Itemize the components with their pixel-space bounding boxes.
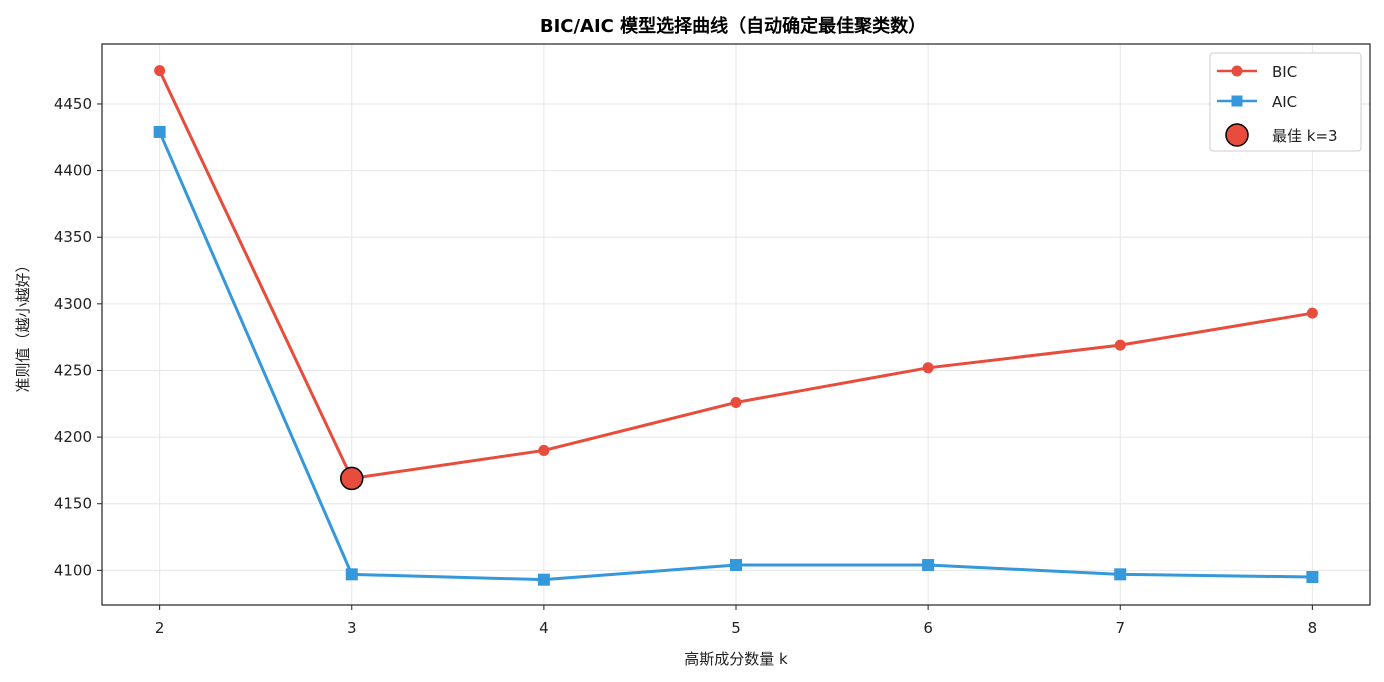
legend-bic-label: BIC [1272,63,1297,81]
y-tick-label: 4450 [54,95,92,113]
x-tick-label: 8 [1308,619,1318,637]
bic-point [1306,307,1318,319]
x-tick-label: 5 [731,619,741,637]
tick-layer: 2 3 4 5 6 7 8 4100 4150 4200 4250 4300 4350 4400 4450 [54,95,1317,637]
y-axis-title: 准则值（越小越好） [14,257,32,392]
y-tick-label: 4400 [54,162,92,180]
x-tick-label: 4 [539,619,549,637]
chart-title: BIC/AIC 模型选择曲线（自动确定最佳聚类数） [540,15,926,37]
aic-point [537,573,550,586]
series-layer [153,65,1319,586]
aic-point [345,568,358,581]
legend-bic-marker [1231,65,1243,77]
bic-point [730,396,742,408]
y-tick-label: 4200 [54,428,92,446]
y-tick-label: 4100 [54,561,92,579]
x-tick-label: 3 [347,619,357,637]
bic-point [154,65,166,77]
bic-point [922,362,934,374]
x-tick-label: 7 [1115,619,1125,637]
bic-point [1114,339,1126,351]
legend-best-k-marker [1225,123,1249,147]
legend-aic-label: AIC [1272,93,1297,111]
grid-layer [102,44,1370,605]
y-tick-label: 4350 [54,228,92,246]
legend-best-k-label: 最佳 k=3 [1272,127,1338,145]
y-tick-label: 4150 [54,495,92,513]
aic-point [153,125,166,138]
best-k-marker [340,466,364,491]
y-tick-label: 4250 [54,361,92,379]
x-axis-title: 高斯成分数量 k [684,650,788,668]
aic-point [730,559,742,572]
aic-point [1306,571,1319,584]
x-tick-label: 6 [923,619,933,637]
y-tick-label: 4300 [54,295,92,313]
legend-box [1209,52,1362,152]
bic-point [538,444,550,456]
x-tick-label: 2 [155,619,165,637]
aic-point [922,559,935,572]
legend-aic-marker [1231,95,1243,107]
legend: BIC AIC 最佳 k=3 [1209,52,1362,152]
aic-point [1114,568,1127,581]
